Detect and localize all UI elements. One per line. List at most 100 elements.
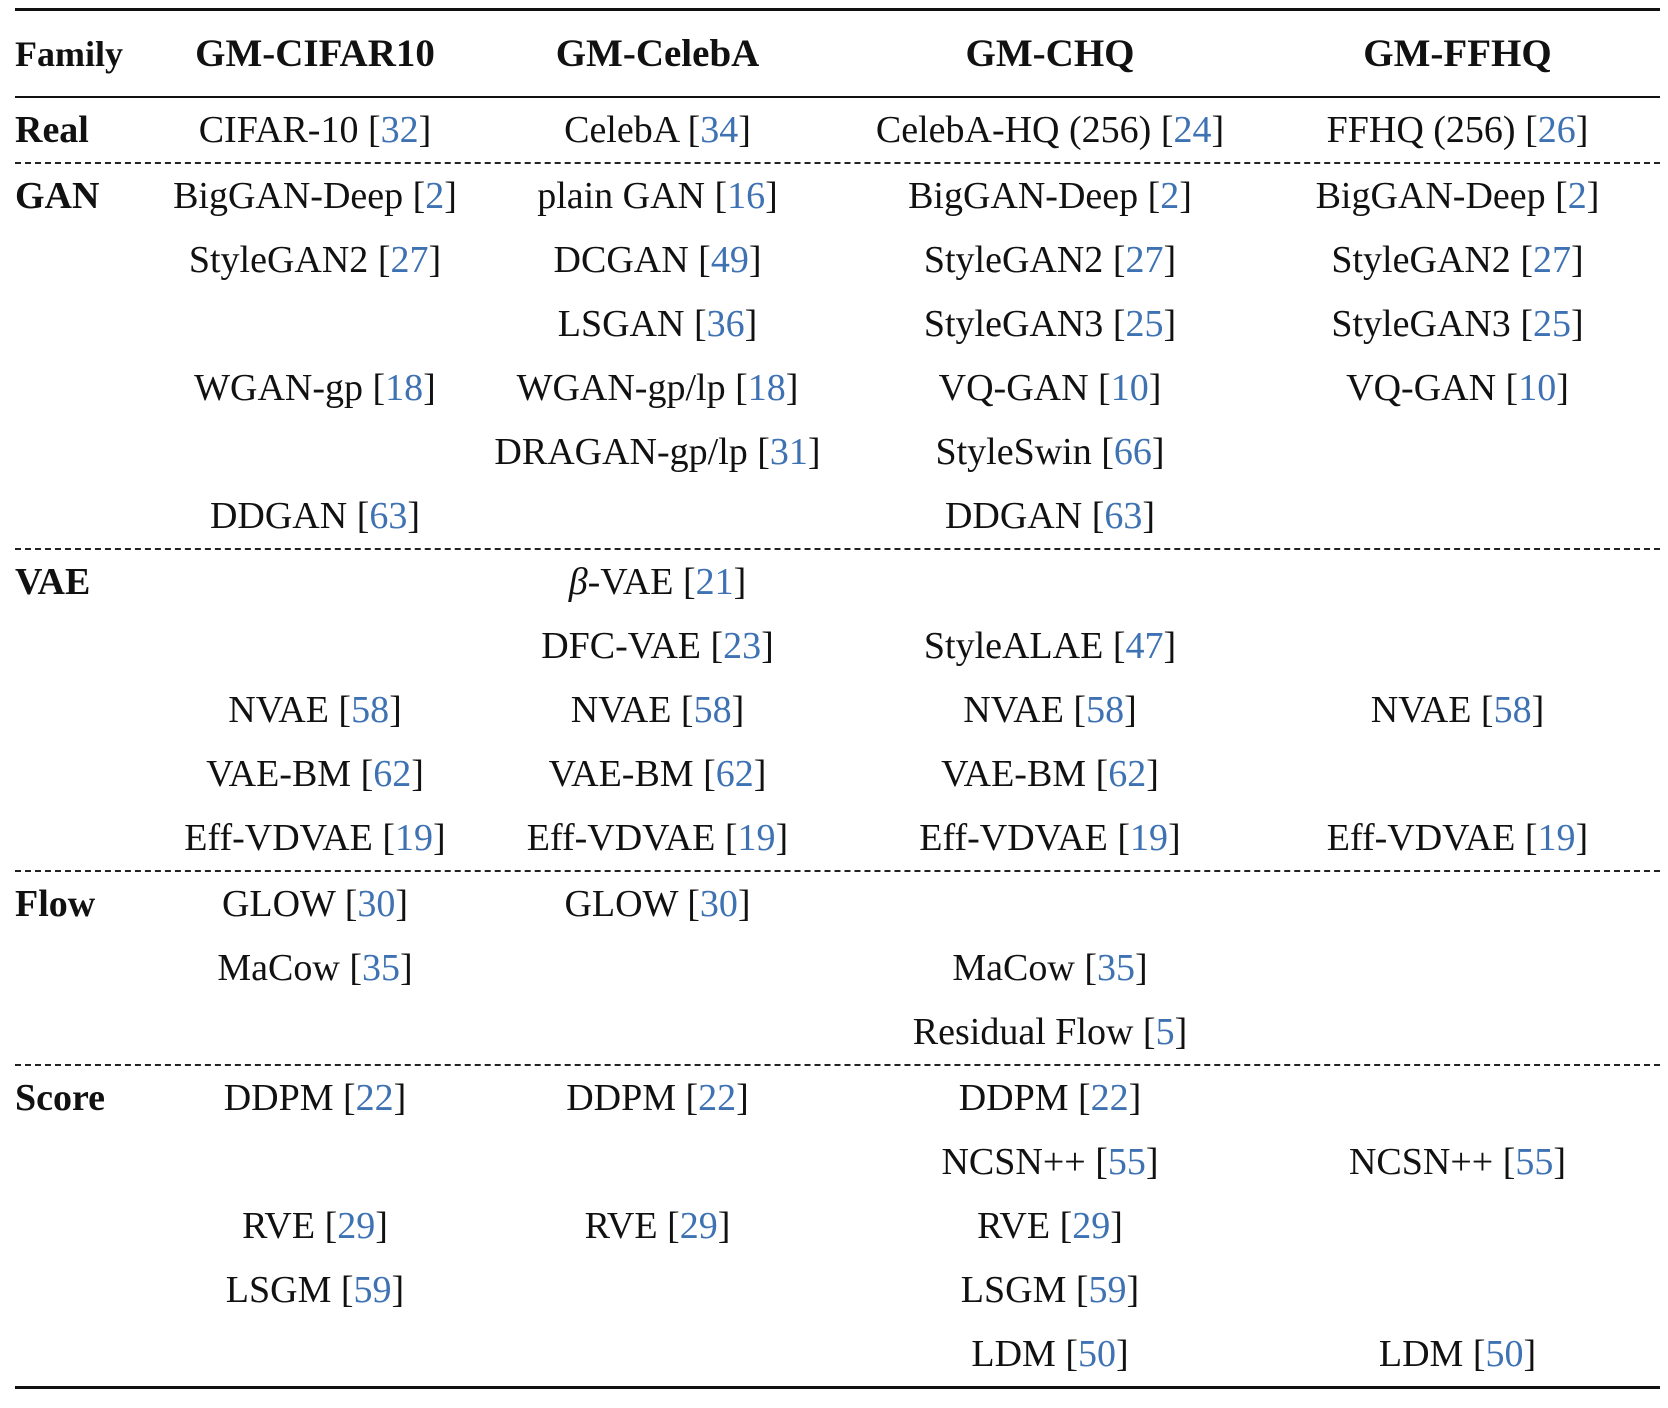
- citation-link[interactable]: 36: [706, 303, 745, 345]
- citation-link[interactable]: 27: [390, 239, 429, 281]
- citation-link[interactable]: 55: [1107, 1141, 1146, 1183]
- model-name: WGAN-gp/lp: [516, 367, 726, 409]
- model-name: NVAE: [228, 689, 329, 731]
- citation-link[interactable]: 66: [1113, 431, 1152, 473]
- citation-link[interactable]: 25: [1125, 303, 1164, 345]
- model-cell: DDPM [22]: [566, 1077, 749, 1119]
- table-row: DRAGAN-gp/lp [31] StyleSwin [66]: [15, 420, 1660, 484]
- model-name: StyleALAE: [923, 625, 1104, 667]
- model-name: DDPM: [566, 1077, 676, 1119]
- citation-link[interactable]: 19: [395, 817, 434, 859]
- table-row: Flow GLOW [30] GLOW [30]: [15, 872, 1660, 936]
- family-label: GAN: [15, 175, 100, 217]
- citation-link[interactable]: 10: [1518, 367, 1557, 409]
- citation-link[interactable]: 26: [1537, 109, 1576, 151]
- model-cell: Eff-VDVAE [19]: [1326, 817, 1589, 859]
- citation-link[interactable]: 30: [699, 883, 738, 925]
- citation-link[interactable]: 59: [1088, 1269, 1127, 1311]
- model-name: VQ-GAN: [1346, 367, 1497, 409]
- citation-link[interactable]: 30: [357, 883, 396, 925]
- citation-link[interactable]: 29: [337, 1205, 376, 1247]
- citation-link[interactable]: 24: [1173, 109, 1212, 151]
- citation-link[interactable]: 29: [679, 1205, 718, 1247]
- citation-link[interactable]: 23: [723, 625, 762, 667]
- table-header: Family GM-CIFAR10 GM-CelebA GM-CHQ GM-FF…: [15, 11, 1660, 96]
- citation-link[interactable]: 25: [1532, 303, 1571, 345]
- section-divider: [15, 548, 1660, 550]
- family-label: Score: [15, 1077, 106, 1119]
- citation-link[interactable]: 47: [1125, 625, 1164, 667]
- model-cell: β-VAE [21]: [568, 561, 747, 603]
- model-name: DRAGAN-gp/lp: [494, 431, 748, 473]
- citation-link[interactable]: 49: [710, 239, 749, 281]
- model-cell: NVAE [58]: [963, 689, 1137, 731]
- citation-link[interactable]: 32: [380, 109, 419, 151]
- model-name: -VAE: [587, 561, 674, 603]
- model-cell: LSGAN [36]: [557, 303, 758, 345]
- citation-link[interactable]: 50: [1485, 1333, 1524, 1375]
- citation-link[interactable]: 35: [1096, 947, 1135, 989]
- model-name: VQ-GAN: [938, 367, 1089, 409]
- citation-link[interactable]: 22: [698, 1077, 737, 1119]
- model-name: LDM: [971, 1333, 1056, 1375]
- citation-link[interactable]: 21: [695, 561, 734, 603]
- citation-link[interactable]: 18: [747, 367, 786, 409]
- citation-link[interactable]: 2: [1567, 175, 1587, 217]
- citation-link[interactable]: 19: [737, 817, 776, 859]
- citation-link[interactable]: 62: [373, 753, 412, 795]
- citation-link[interactable]: 22: [1090, 1077, 1129, 1119]
- citation-link[interactable]: 29: [1072, 1205, 1111, 1247]
- citation-link[interactable]: 27: [1125, 239, 1164, 281]
- model-cell: WGAN-gp [18]: [194, 367, 436, 409]
- citation-link[interactable]: 58: [1086, 689, 1125, 731]
- citation-link[interactable]: 2: [425, 175, 445, 217]
- citation-link[interactable]: 62: [715, 753, 754, 795]
- citation-link[interactable]: 18: [385, 367, 424, 409]
- model-name: DDPM: [223, 1077, 334, 1119]
- model-name: Eff-VDVAE: [526, 817, 716, 859]
- model-cell: MaCow [35]: [952, 947, 1148, 989]
- model-cell: FFHQ (256) [26]: [1326, 109, 1589, 151]
- family-label: Flow: [15, 883, 96, 925]
- citation-link[interactable]: 63: [1104, 495, 1143, 537]
- header-gm-cifar10: GM-CIFAR10: [195, 32, 435, 75]
- model-name: CelebA: [564, 109, 679, 151]
- table-row: DDGAN [63] DDGAN [63]: [15, 484, 1660, 548]
- citation-link[interactable]: 35: [361, 947, 400, 989]
- citation-link[interactable]: 19: [1130, 817, 1169, 859]
- citation-link[interactable]: 31: [769, 431, 808, 473]
- model-name: StyleGAN2: [1331, 239, 1511, 281]
- table-row: VAE-BM [62] VAE-BM [62] VAE-BM [62]: [15, 742, 1660, 806]
- model-cell: CelebA-HQ (256) [24]: [875, 109, 1225, 151]
- model-name: CIFAR-10: [198, 109, 359, 151]
- citation-link[interactable]: 27: [1532, 239, 1571, 281]
- model-name: StyleGAN2: [188, 239, 369, 281]
- citation-link[interactable]: 58: [351, 689, 390, 731]
- model-cell: DDPM [22]: [958, 1077, 1142, 1119]
- model-name: StyleSwin: [935, 431, 1092, 473]
- citation-link[interactable]: 58: [693, 689, 732, 731]
- citation-link[interactable]: 10: [1110, 367, 1149, 409]
- table-top-rule: [15, 8, 1660, 11]
- citation-link[interactable]: 62: [1108, 753, 1147, 795]
- model-cell: RVE [29]: [977, 1205, 1123, 1247]
- citation-link[interactable]: 19: [1537, 817, 1576, 859]
- citation-link[interactable]: 34: [700, 109, 739, 151]
- citation-link[interactable]: 63: [369, 495, 408, 537]
- table-header-rule: [15, 96, 1660, 98]
- table-row: MaCow [35] MaCow [35]: [15, 936, 1660, 1000]
- model-cell: NCSN++ [55]: [941, 1141, 1159, 1183]
- citation-link[interactable]: 22: [355, 1077, 394, 1119]
- model-cell: NCSN++ [55]: [1348, 1141, 1567, 1183]
- citation-link[interactable]: 5: [1155, 1011, 1175, 1053]
- header-gm-celeba: GM-CelebA: [555, 32, 760, 75]
- citation-link[interactable]: 58: [1493, 689, 1532, 731]
- citation-link[interactable]: 16: [727, 175, 766, 217]
- citation-link[interactable]: 55: [1515, 1141, 1554, 1183]
- model-cell: RVE [29]: [242, 1205, 388, 1247]
- model-name: StyleGAN2: [923, 239, 1104, 281]
- citation-link[interactable]: 2: [1160, 175, 1180, 217]
- model-cell: StyleALAE [47]: [923, 625, 1177, 667]
- citation-link[interactable]: 59: [353, 1269, 392, 1311]
- citation-link[interactable]: 50: [1077, 1333, 1116, 1375]
